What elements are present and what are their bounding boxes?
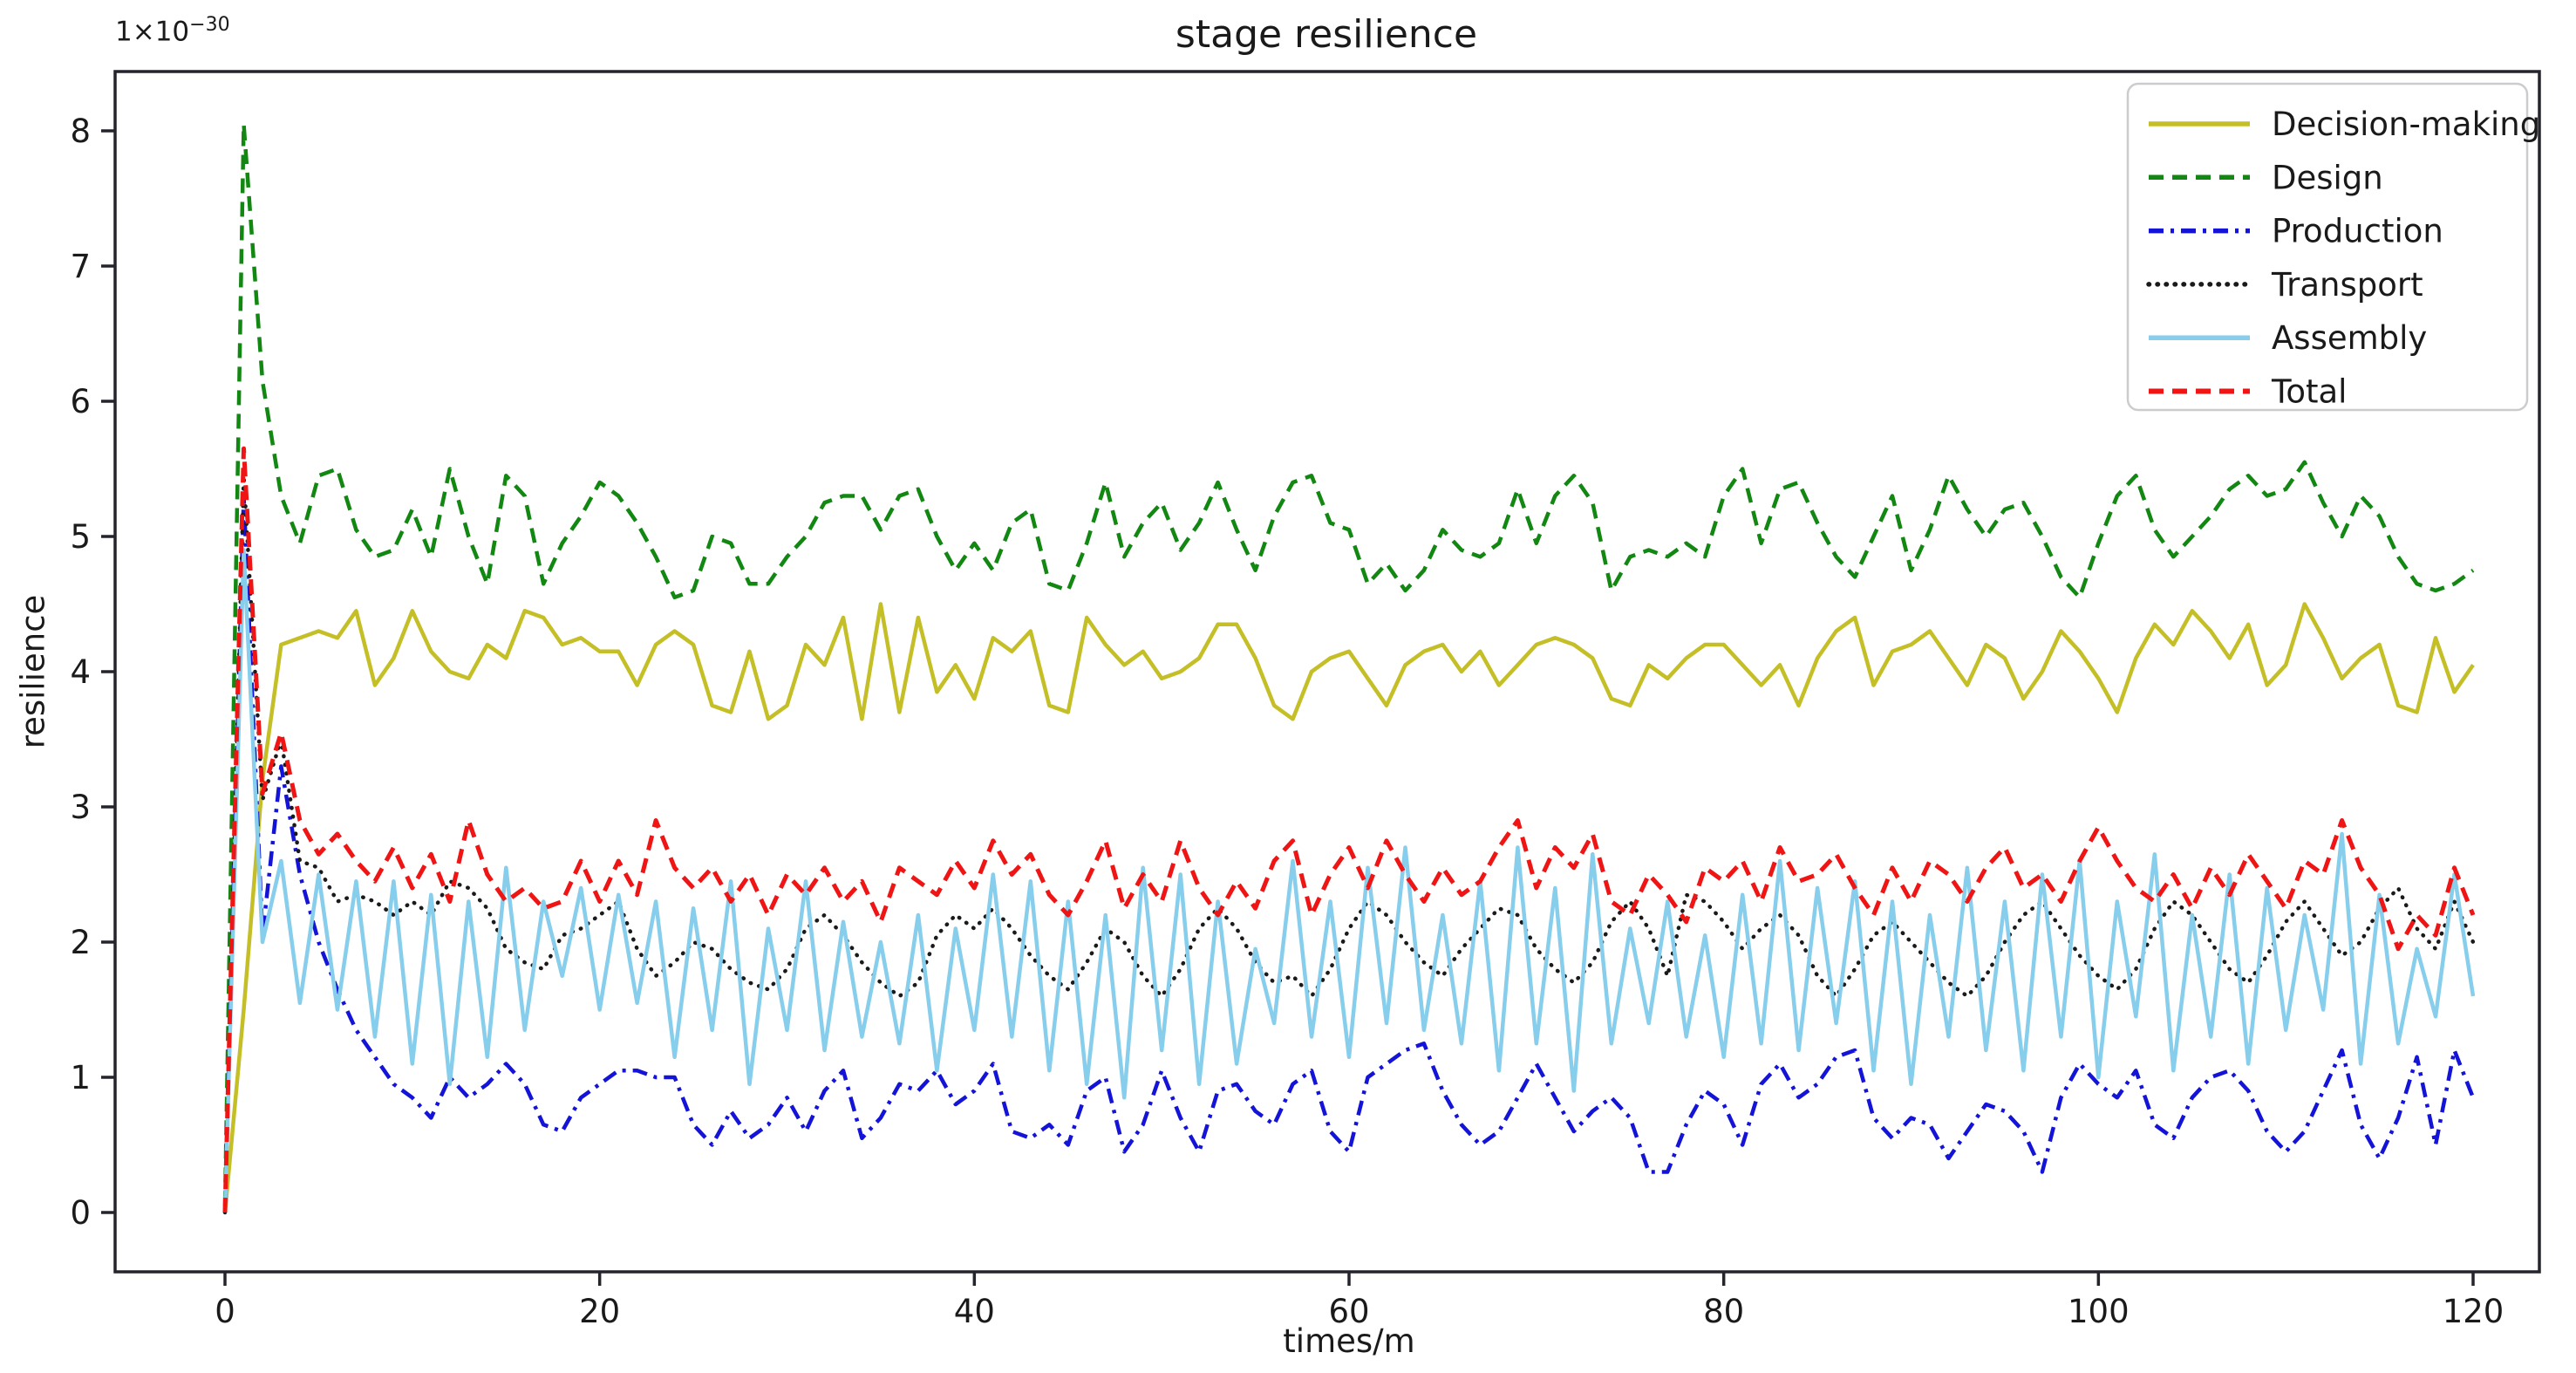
legend-label-assembly: Assembly xyxy=(2272,319,2427,357)
series-group xyxy=(222,122,2476,1215)
y-tick-label: 2 xyxy=(70,924,91,961)
legend-label-decision-making: Decision-making xyxy=(2272,106,2540,143)
x-tick-label: 100 xyxy=(2068,1293,2130,1330)
legend-label-transport: Transport xyxy=(2271,266,2423,304)
legend-box xyxy=(2126,82,2529,412)
y-tick-label: 5 xyxy=(70,518,91,556)
y-tick-label: 3 xyxy=(70,789,91,826)
series-line-assembly xyxy=(222,548,2476,1213)
legend-label-total: Total xyxy=(2271,373,2347,411)
series-line-design xyxy=(222,122,2475,1206)
series-line-decision-making xyxy=(222,602,2475,1213)
y-tick-label: 8 xyxy=(70,113,91,150)
plot-frame xyxy=(113,70,2541,1274)
x-axis-label: times/m xyxy=(1283,1322,1415,1360)
x-tick-label: 60 xyxy=(1328,1293,1369,1330)
x-tick-label: 120 xyxy=(2443,1293,2504,1330)
x-tick-label: 40 xyxy=(954,1293,995,1330)
legend-label-production: Production xyxy=(2272,213,2443,250)
legend-label-design: Design xyxy=(2272,159,2383,196)
offset-base: 1×10 xyxy=(115,16,190,48)
x-tick-label: 0 xyxy=(215,1293,235,1330)
y-axis-offset-text: 1×10−30 xyxy=(115,14,230,47)
y-tick-label: 4 xyxy=(70,653,91,691)
y-tick-label: 1 xyxy=(70,1059,91,1096)
series-line-total xyxy=(222,446,2476,1213)
series-line-transport xyxy=(222,474,2476,1215)
y-tick-label: 0 xyxy=(70,1194,91,1232)
y-tick-label: 6 xyxy=(70,383,91,420)
offset-exponent: −30 xyxy=(189,14,230,36)
y-tick-label: 7 xyxy=(70,248,91,285)
x-tick-label: 80 xyxy=(1703,1293,1744,1330)
y-axis-label: resilience xyxy=(14,594,52,749)
x-tick-label: 20 xyxy=(579,1293,620,1330)
chart-title: stage resilience xyxy=(1175,12,1478,57)
series-line-production xyxy=(222,494,2476,1213)
